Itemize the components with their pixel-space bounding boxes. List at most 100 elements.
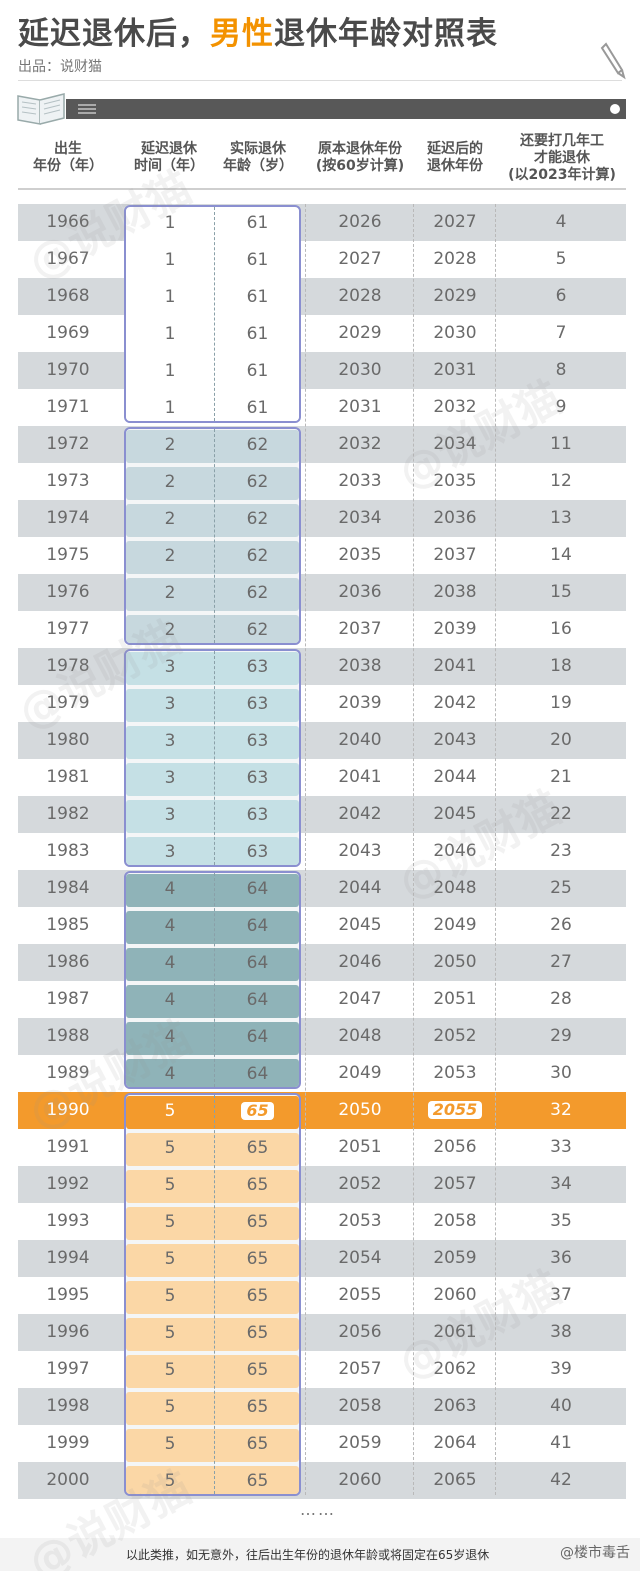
cell-original-year: 2050 (338, 1100, 382, 1120)
title-suffix: 退休年龄对照表 (274, 16, 498, 52)
cell-delayed-year: 2050 (433, 952, 477, 972)
group-row-band (126, 282, 299, 315)
continuation-ellipsis: …… (300, 1500, 336, 1519)
column-divider (214, 207, 215, 421)
cell-delayed-year: 2055 (414, 1092, 496, 1129)
cell-actual-age: 65 (246, 1249, 269, 1269)
cell-years-left: 33 (550, 1137, 572, 1157)
cell-years-left: 9 (555, 397, 567, 417)
cell-delay-years: 5 (164, 1397, 176, 1417)
credit: 出品：说财猫 (18, 59, 102, 75)
cell-delayed-year: 2038 (433, 582, 477, 602)
group-row-band (126, 652, 299, 685)
cell-years-left: 7 (555, 323, 567, 343)
group-row-band (126, 467, 299, 500)
cell-original-year: 2057 (338, 1359, 382, 1379)
cell-years-left: 8 (555, 360, 567, 380)
cell-original-year: 2037 (338, 619, 382, 639)
cell-delayed-year: 2048 (433, 878, 477, 898)
table-row: 1977 2037 2039 16 (18, 611, 626, 648)
cell-actual-age: 63 (246, 842, 269, 862)
cell-delay-years: 5 (164, 1212, 176, 1232)
cell-original-year: 2051 (338, 1137, 382, 1157)
cell-delayed-year: 2060 (433, 1285, 477, 1305)
cell-actual-age: 62 (246, 620, 269, 640)
cell-years-left: 19 (550, 693, 572, 713)
cell-years-left: 23 (550, 841, 572, 861)
cell-actual-age: 61 (246, 361, 269, 381)
cell-birth-year: 1972 (46, 434, 90, 454)
cell-birth-year: 1977 (46, 619, 90, 639)
cell-years-left: 42 (550, 1470, 572, 1490)
cell-years-left: 6 (555, 286, 567, 306)
dot-icon (610, 104, 620, 114)
cell-years-left: 15 (550, 582, 572, 602)
cell-delay-years: 2 (164, 435, 176, 455)
cell-actual-age: 65 (246, 1323, 269, 1343)
cell-delay-years: 1 (164, 324, 176, 344)
cell-years-left: 41 (550, 1433, 572, 1453)
cell-years-left: 21 (550, 767, 572, 787)
cell-actual-age: 65 (246, 1397, 269, 1417)
cell-actual-age: 63 (246, 657, 269, 677)
table-row: 1987 2047 2051 28 (18, 981, 626, 1018)
group-row-band (126, 874, 299, 907)
group-row-band (126, 504, 299, 537)
group-row-band (126, 1355, 299, 1388)
cell-delay-years: 5 (164, 1101, 176, 1121)
header: 延迟退休后，男性退休年龄对照表 出品：说财猫 (18, 14, 622, 76)
group-row-band (126, 1466, 299, 1494)
cell-years-left: 12 (550, 471, 572, 491)
cell-years-left: 28 (550, 989, 572, 1009)
cell-actual-age: 64 (246, 1027, 269, 1047)
cell-original-year: 2038 (338, 656, 382, 676)
table-row: 1970 2030 2031 8 (18, 352, 626, 389)
table-row: 1978 2038 2041 18 (18, 648, 626, 685)
cell-delay-years: 5 (164, 1249, 176, 1269)
source-watermark: @楼市毒舌 (560, 1545, 630, 1561)
cell-delay-years: 1 (164, 250, 176, 270)
cell-delayed-year: 2062 (433, 1359, 477, 1379)
table-row: 1984 2044 2048 25 (18, 870, 626, 907)
cell-delayed-year: 2065 (433, 1470, 477, 1490)
cell-original-year: 2060 (338, 1470, 382, 1490)
table-row: 1980 2040 2043 20 (18, 722, 626, 759)
cell-birth-year: 1997 (46, 1359, 90, 1379)
cell-original-year: 2030 (338, 360, 382, 380)
table-row: 1996 2056 2061 38 (18, 1314, 626, 1351)
cell-delay-years: 4 (164, 953, 176, 973)
header-birth-year: 出生 年份（年） (33, 141, 103, 174)
cell-birth-year: 1970 (46, 360, 90, 380)
group-row-band (126, 578, 299, 611)
cell-birth-year: 1966 (46, 212, 90, 232)
table-row: 1968 2028 2029 6 (18, 278, 626, 315)
table-row-highlight: 1990 2050 2055 32 (18, 1092, 626, 1129)
cell-actual-age: 63 (246, 694, 269, 714)
cell-delay-years: 5 (164, 1286, 176, 1306)
cell-actual-age: 62 (246, 435, 269, 455)
cell-years-left: 37 (550, 1285, 572, 1305)
cell-years-left: 36 (550, 1248, 572, 1268)
table-row: 2000 2060 2065 42 (18, 1462, 626, 1499)
cell-original-year: 2033 (338, 471, 382, 491)
cell-delayed-year: 2061 (433, 1322, 477, 1342)
table-row: 1994 2054 2059 36 (18, 1240, 626, 1277)
cell-delayed-year: 2056 (433, 1137, 477, 1157)
cell-years-left: 5 (555, 249, 567, 269)
table-row: 1973 2033 2035 12 (18, 463, 626, 500)
group-row-band (126, 245, 299, 278)
table-row: 1999 2059 2064 41 (18, 1425, 626, 1462)
cell-delay-years: 4 (164, 1027, 176, 1047)
cell-delayed-year: 2059 (433, 1248, 477, 1268)
table-row: 1993 2053 2058 35 (18, 1203, 626, 1240)
cell-birth-year: 1981 (46, 767, 90, 787)
cell-birth-year: 1979 (46, 693, 90, 713)
column-divider (214, 873, 215, 1087)
cell-delayed-year: 2051 (433, 989, 477, 1009)
cell-delayed-year: 2043 (433, 730, 477, 750)
cell-delay-years: 2 (164, 583, 176, 603)
table-row: 1997 2057 2062 39 (18, 1351, 626, 1388)
cell-delayed-year: 2063 (433, 1396, 477, 1416)
cell-delayed-year: 2064 (433, 1433, 477, 1453)
cell-original-year: 2054 (338, 1248, 382, 1268)
